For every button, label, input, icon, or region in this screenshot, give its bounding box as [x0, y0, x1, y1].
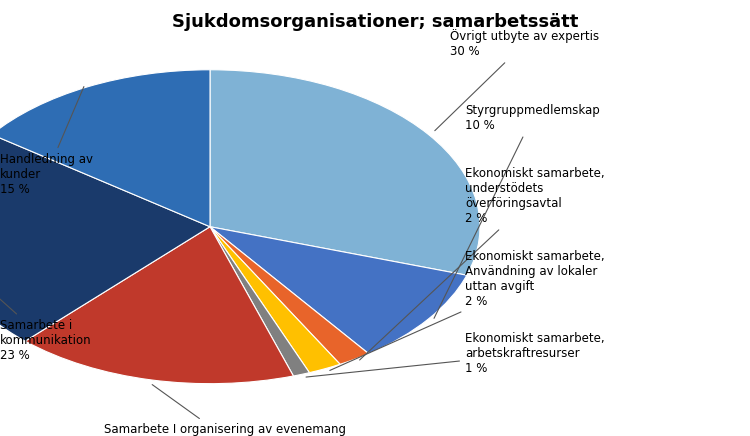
Wedge shape	[210, 227, 369, 364]
Wedge shape	[26, 227, 293, 384]
Wedge shape	[0, 70, 210, 227]
Text: Ekonomiskt samarbete,
arbetskraftresurser
1 %: Ekonomiskt samarbete, arbetskraftresurse…	[306, 332, 604, 377]
Text: Handledning av
kunder
15 %: Handledning av kunder 15 %	[0, 87, 93, 196]
Text: Samarbete I organisering av evenemang
17 %: Samarbete I organisering av evenemang 17…	[104, 385, 346, 436]
Text: Sjukdomsorganisationer; samarbetssätt: Sjukdomsorganisationer; samarbetssätt	[172, 13, 578, 31]
Wedge shape	[0, 134, 210, 341]
Text: Ekonomiskt samarbete,
understödets
överföringsavtal
2 %: Ekonomiskt samarbete, understödets överf…	[359, 167, 604, 360]
Wedge shape	[210, 227, 340, 373]
Text: Samarbete i
kommunikation
23 %: Samarbete i kommunikation 23 %	[0, 244, 92, 361]
Text: Styrgruppmedlemskap
10 %: Styrgruppmedlemskap 10 %	[434, 104, 600, 318]
Wedge shape	[210, 70, 480, 275]
Wedge shape	[210, 227, 310, 376]
Text: Ekonomiskt samarbete,
Användning av lokaler
uttan avgift
2 %: Ekonomiskt samarbete, Användning av loka…	[330, 250, 604, 371]
Wedge shape	[210, 227, 466, 354]
Text: Övrigt utbyte av expertis
30 %: Övrigt utbyte av expertis 30 %	[435, 29, 599, 131]
